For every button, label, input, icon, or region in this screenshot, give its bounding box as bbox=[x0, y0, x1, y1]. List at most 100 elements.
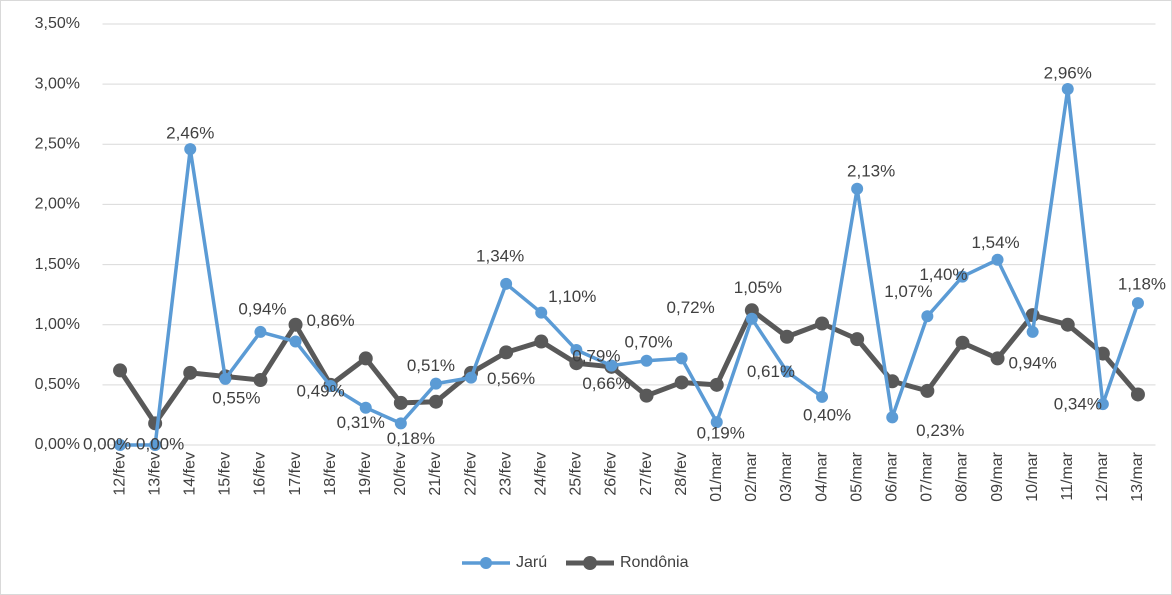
point bbox=[114, 439, 127, 451]
legend-marker bbox=[583, 556, 597, 570]
data-label: 1,07% bbox=[884, 282, 932, 301]
point bbox=[639, 388, 654, 403]
x-tick-label: 26/fev bbox=[603, 452, 620, 496]
x-tick-label: 01/mar bbox=[708, 451, 725, 501]
x-tick-label: 27/fev bbox=[638, 452, 655, 496]
y-tick-label: 3,00% bbox=[35, 75, 80, 92]
data-label: 0,79% bbox=[572, 346, 620, 365]
point bbox=[359, 401, 372, 414]
point bbox=[1096, 398, 1109, 411]
data-label: 0,19% bbox=[697, 424, 745, 443]
point bbox=[1061, 82, 1074, 95]
data-label: 0,86% bbox=[306, 311, 354, 330]
point bbox=[605, 359, 618, 372]
legend-label: Rondônia bbox=[620, 554, 689, 571]
data-label: 0,34% bbox=[1054, 395, 1102, 414]
point bbox=[956, 270, 969, 283]
data-label: 0,55% bbox=[212, 388, 260, 407]
data-label: 1,18% bbox=[1118, 275, 1166, 294]
x-tick-label: 08/mar bbox=[954, 451, 971, 501]
point bbox=[674, 375, 689, 390]
point bbox=[1060, 317, 1075, 332]
data-label: 1,40% bbox=[919, 265, 967, 284]
series-line bbox=[120, 87, 1140, 447]
point bbox=[745, 312, 758, 325]
x-tick-label: 28/fev bbox=[673, 452, 690, 496]
y-tick-label: 3,50% bbox=[35, 15, 80, 32]
x-tick-label: 17/fev bbox=[287, 452, 304, 496]
data-label: 2,96% bbox=[1044, 63, 1092, 82]
point bbox=[429, 377, 442, 390]
x-tick-label: 02/mar bbox=[743, 451, 760, 501]
point bbox=[428, 394, 443, 409]
point bbox=[710, 416, 723, 429]
x-tick-label: 15/fev bbox=[217, 452, 234, 496]
data-label: 0,61% bbox=[747, 362, 795, 381]
point bbox=[815, 316, 830, 331]
point bbox=[920, 383, 935, 398]
x-tick-label: 18/fev bbox=[322, 452, 339, 496]
x-tick-label: 13/mar bbox=[1129, 451, 1146, 501]
point bbox=[534, 334, 549, 349]
point bbox=[640, 354, 653, 367]
point bbox=[886, 411, 899, 424]
point bbox=[499, 345, 514, 360]
point bbox=[816, 390, 829, 403]
x-tick-label: 16/fev bbox=[252, 452, 269, 496]
point bbox=[113, 363, 128, 378]
point bbox=[570, 343, 583, 356]
point bbox=[779, 329, 794, 344]
data-label: 0,72% bbox=[667, 298, 715, 317]
point bbox=[358, 351, 373, 366]
point bbox=[1130, 387, 1145, 402]
data-label: 0,56% bbox=[487, 369, 535, 388]
data-label: 2,13% bbox=[847, 161, 895, 180]
point bbox=[253, 373, 268, 388]
data-label: 0,31% bbox=[337, 413, 385, 432]
data-label: 1,34% bbox=[476, 246, 524, 265]
x-tick-label: 03/mar bbox=[778, 451, 795, 501]
point bbox=[393, 395, 408, 410]
data-label: 0,00% bbox=[136, 434, 184, 453]
x-tick-label: 21/fev bbox=[427, 452, 444, 496]
point bbox=[1131, 297, 1144, 310]
legend-label: Jarú bbox=[516, 554, 547, 571]
point bbox=[394, 417, 407, 430]
data-label: 0,94% bbox=[238, 299, 286, 318]
x-tick-label: 19/fev bbox=[357, 452, 374, 496]
data-label: 0,00% bbox=[83, 434, 131, 453]
y-tick-label: 2,50% bbox=[35, 136, 80, 153]
data-label: 1,54% bbox=[971, 233, 1019, 252]
point bbox=[744, 303, 759, 318]
x-tick-label: 06/mar bbox=[883, 451, 900, 501]
point bbox=[254, 325, 267, 338]
x-tick-label: 22/fev bbox=[462, 452, 479, 496]
data-label: 0,49% bbox=[297, 382, 345, 401]
x-tick-label: 13/fev bbox=[146, 452, 163, 496]
data-label: 0,18% bbox=[387, 429, 435, 448]
x-tick-label: 25/fev bbox=[568, 452, 585, 496]
legend-marker bbox=[480, 557, 492, 569]
x-tick-label: 20/fev bbox=[392, 452, 409, 496]
x-tick-label: 07/mar bbox=[919, 451, 936, 501]
data-label: 0,70% bbox=[624, 332, 672, 351]
x-tick-label: 05/mar bbox=[848, 451, 865, 501]
point bbox=[991, 253, 1004, 266]
point bbox=[955, 335, 970, 350]
x-tick-label: 23/fev bbox=[497, 452, 514, 496]
point bbox=[219, 372, 232, 385]
point bbox=[569, 356, 584, 371]
data-label: 0,94% bbox=[1009, 353, 1057, 372]
y-tick-label: 2,00% bbox=[35, 196, 80, 213]
y-tick-label: 0,50% bbox=[35, 376, 80, 393]
point bbox=[1026, 325, 1039, 338]
point bbox=[850, 332, 865, 347]
y-tick-label: 1,00% bbox=[35, 316, 80, 333]
point bbox=[921, 310, 934, 323]
data-label: 2,46% bbox=[166, 124, 214, 143]
x-tick-label: 14/fev bbox=[181, 452, 198, 496]
x-tick-label: 04/mar bbox=[813, 451, 830, 501]
point bbox=[184, 143, 197, 156]
